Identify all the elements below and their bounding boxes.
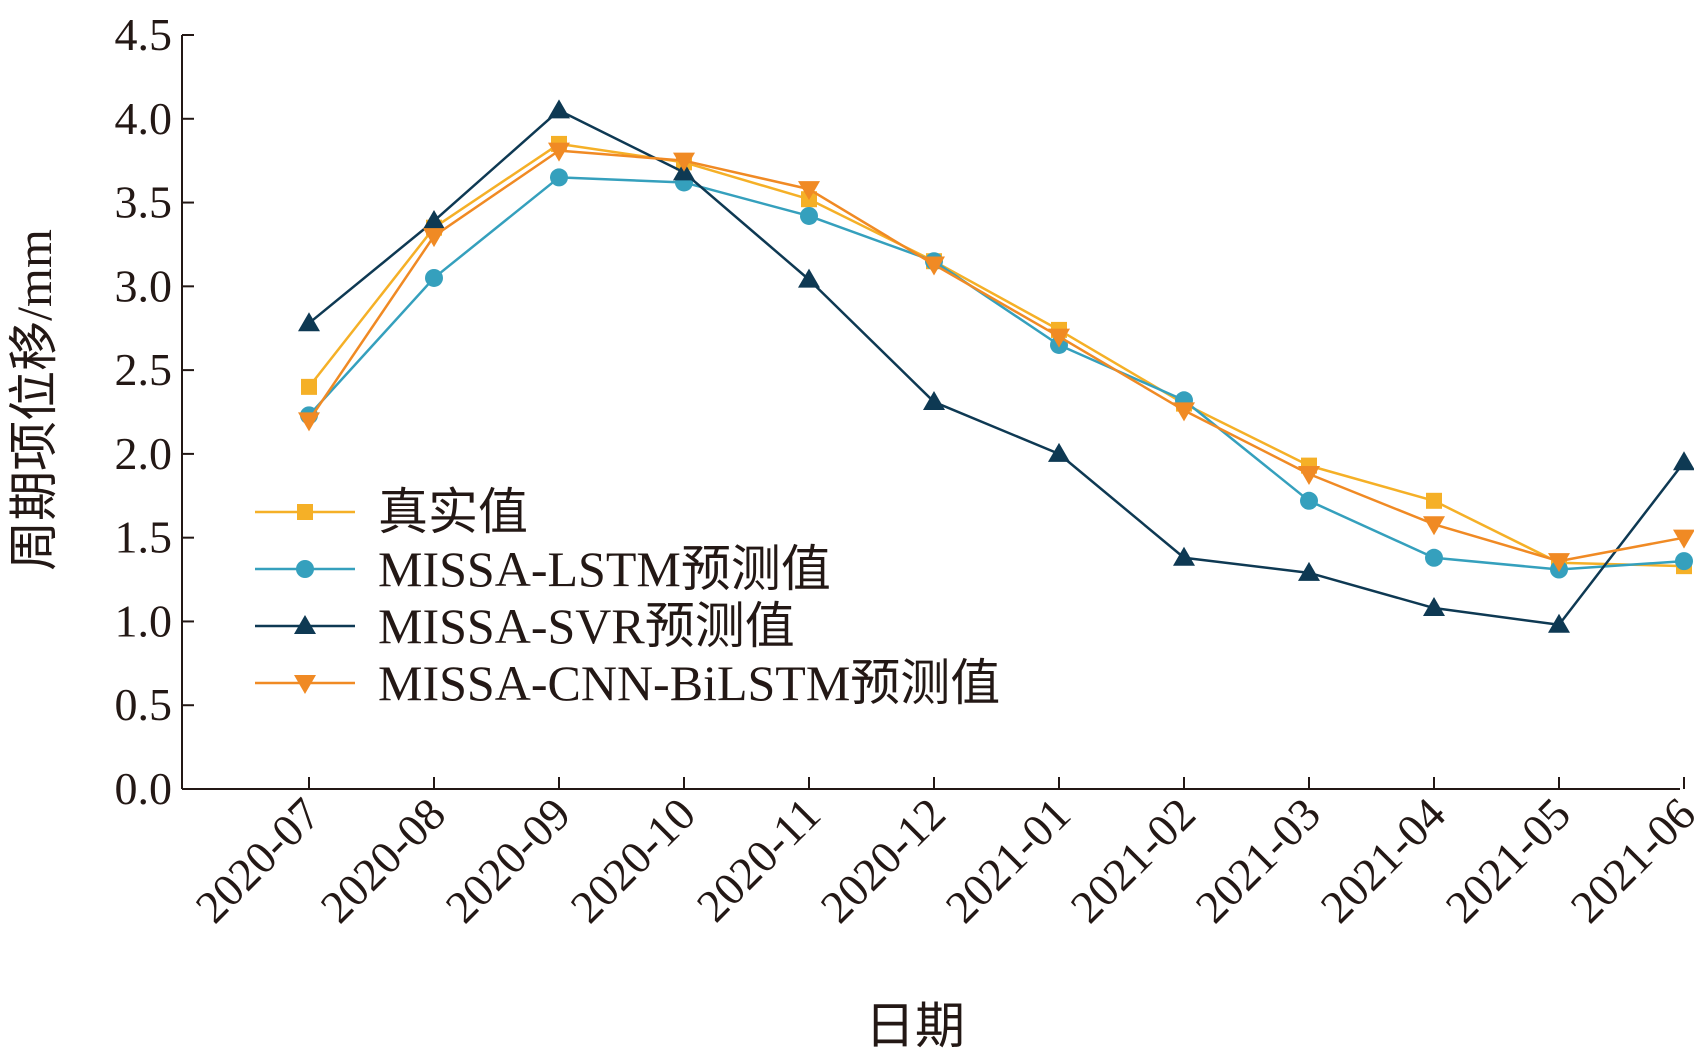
legend-marker (294, 615, 316, 634)
y-tick-label: 2.5 (115, 344, 173, 395)
data-point (1673, 451, 1694, 471)
legend-label: MISSA-CNN-BiLSTM预测值 (378, 655, 1000, 711)
y-tick-label: 3.0 (115, 260, 173, 311)
data-point (298, 312, 320, 332)
data-point (1423, 597, 1445, 617)
data-point (1673, 529, 1694, 549)
y-tick-label: 4.0 (115, 93, 173, 144)
data-point (1173, 546, 1195, 566)
data-point (1548, 553, 1570, 573)
series-line (307, 149, 1685, 563)
x-tick-label: 2020-11 (687, 788, 830, 931)
axes: 0.00.51.01.52.02.53.03.54.04.52020-07202… (115, 9, 1694, 932)
data-point (548, 142, 570, 162)
legend-item: 真实值 (255, 484, 528, 540)
y-tick-label: 2.0 (115, 428, 173, 479)
series-group (298, 99, 1694, 633)
data-point (301, 378, 317, 395)
data-point (923, 390, 945, 410)
x-tick-label: 2020-07 (186, 788, 330, 932)
series-4 (298, 142, 1694, 573)
x-tick-label: 2020-10 (561, 788, 705, 932)
y-tick-label: 1.0 (115, 595, 173, 646)
x-tick-label: 2020-08 (311, 788, 455, 932)
legend: 真实值MISSA-LSTM预测值MISSA-SVR预测值MISSA-CNN-Bi… (255, 484, 1000, 711)
data-point (1298, 561, 1320, 581)
x-tick-label: 2021-01 (936, 788, 1080, 932)
data-point (1173, 402, 1195, 422)
data-point (923, 256, 945, 276)
x-tick-label: 2020-09 (436, 788, 580, 932)
data-point (1675, 552, 1693, 571)
series-line (308, 109, 1685, 627)
data-point (673, 152, 695, 172)
data-point (423, 209, 445, 229)
x-axis-title: 日期 (865, 998, 965, 1054)
data-point (550, 168, 568, 187)
y-tick-label: 0.5 (115, 679, 173, 730)
data-point (425, 268, 443, 287)
legend-marker (296, 560, 314, 578)
x-tick-label: 2021-02 (1061, 788, 1205, 932)
data-point (798, 268, 820, 288)
legend-item: MISSA-SVR预测值 (255, 598, 795, 654)
data-point (1548, 613, 1570, 633)
legend-marker (294, 675, 316, 694)
legend-item: MISSA-CNN-BiLSTM预测值 (255, 655, 1000, 711)
x-tick-label: 2021-05 (1436, 788, 1580, 932)
series-line (308, 142, 1685, 568)
y-tick-label: 1.5 (115, 512, 173, 563)
y-tick-label: 4.5 (115, 9, 173, 60)
legend-label: MISSA-SVR预测值 (378, 598, 795, 654)
legend-marker (297, 504, 313, 520)
x-tick-label: 2021-03 (1186, 788, 1330, 932)
x-tick-label: 2021-06 (1561, 788, 1694, 932)
data-point (423, 228, 445, 248)
series-line (308, 176, 1685, 571)
data-point (1300, 491, 1318, 510)
data-point (1423, 516, 1445, 536)
data-point (798, 181, 820, 201)
legend-label: MISSA-LSTM预测值 (378, 541, 831, 597)
data-point (800, 206, 818, 225)
data-point (1048, 328, 1070, 348)
y-axis-title: 周期项位移/mm (6, 229, 62, 571)
data-point (1048, 442, 1070, 462)
y-tick-label: 3.5 (115, 177, 173, 228)
data-point (1426, 492, 1442, 509)
x-tick-label: 2020-12 (811, 788, 955, 932)
x-tick-label: 2021-04 (1311, 788, 1455, 932)
y-tick-label: 0.0 (115, 763, 173, 814)
data-point (1298, 465, 1320, 485)
legend-item: MISSA-LSTM预测值 (255, 541, 831, 597)
data-point (1425, 548, 1443, 567)
data-point (298, 412, 320, 432)
data-point (548, 99, 570, 119)
legend-label: 真实值 (378, 484, 528, 540)
